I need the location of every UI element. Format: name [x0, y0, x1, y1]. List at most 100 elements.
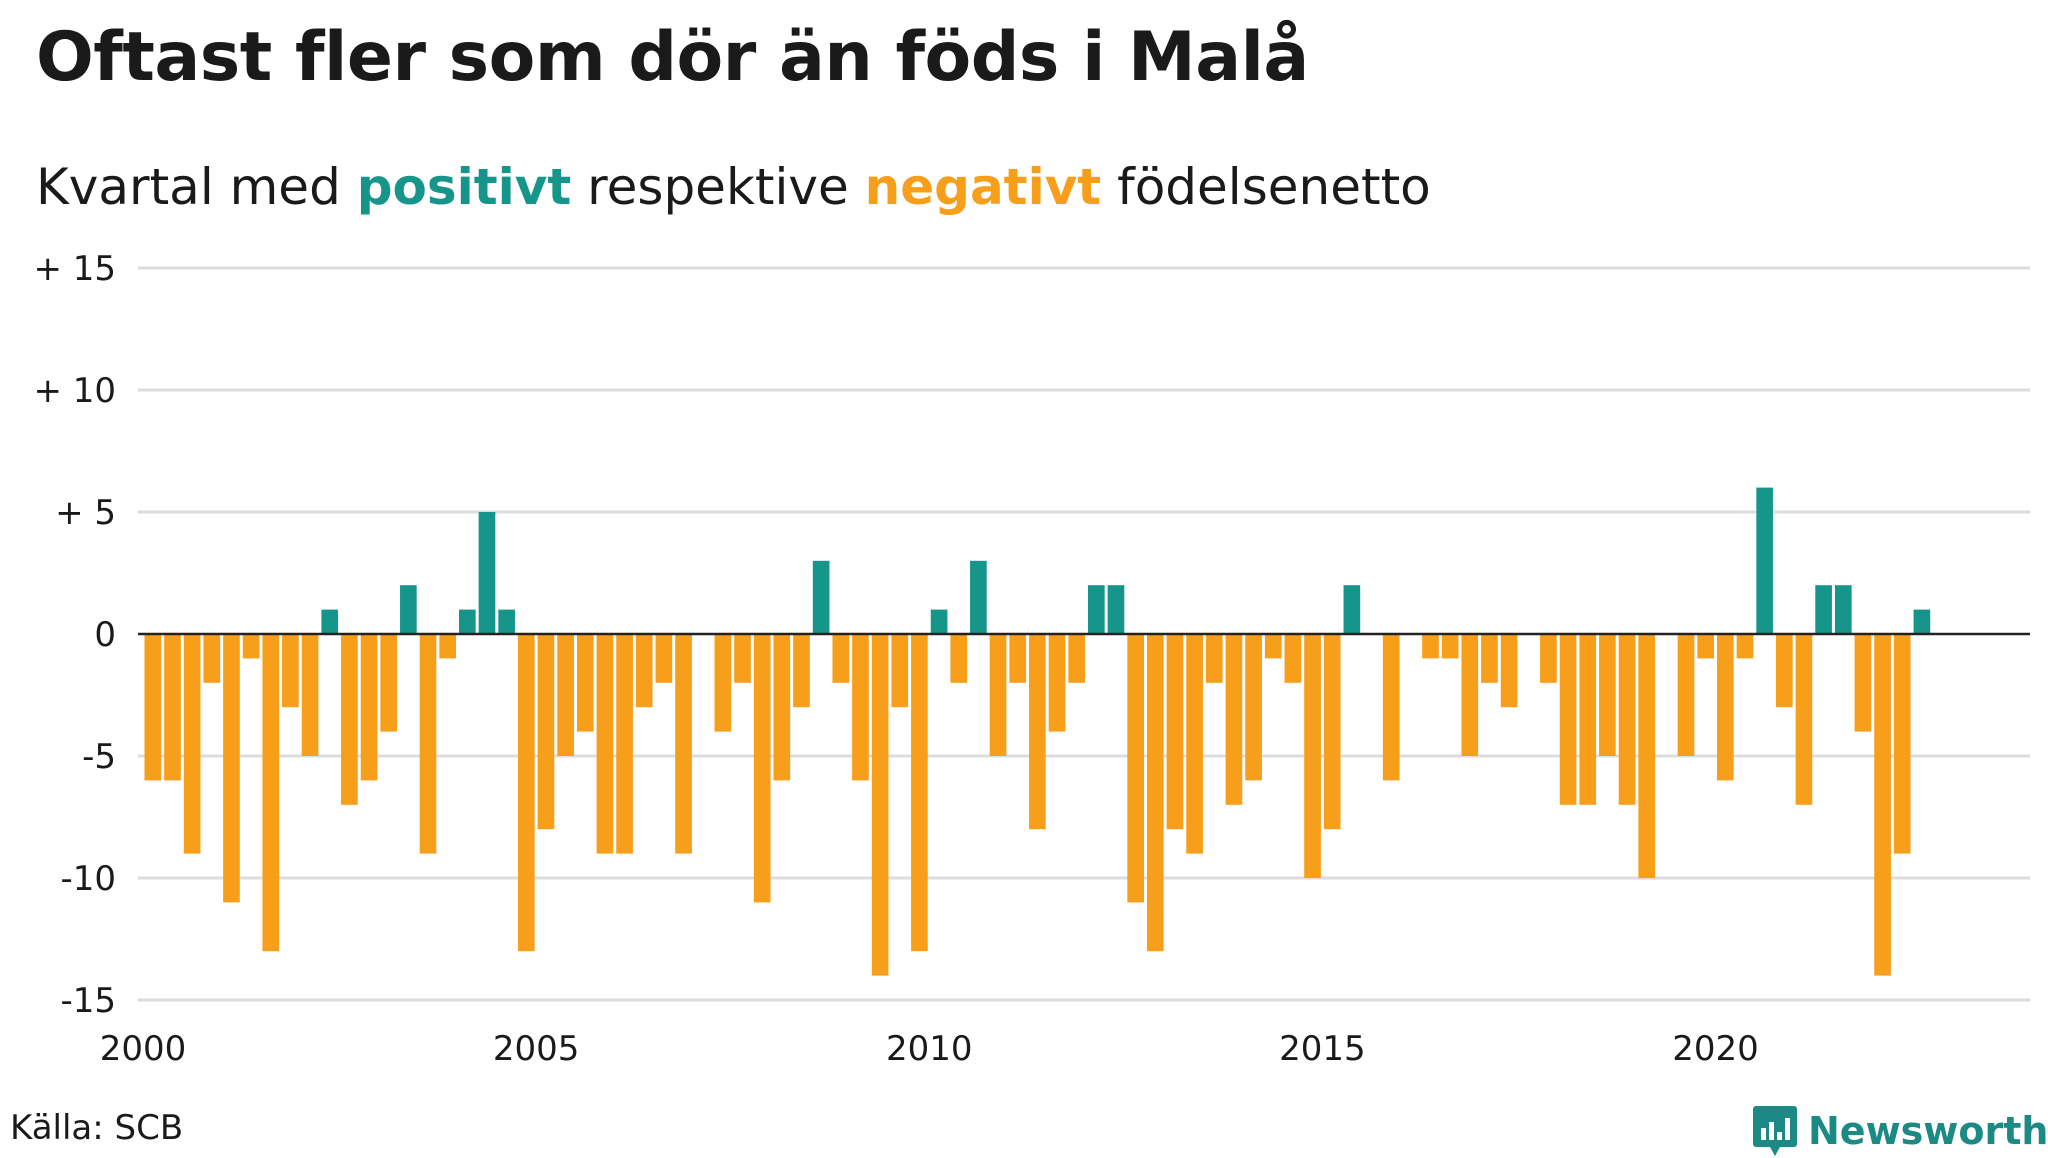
bar — [714, 634, 732, 732]
chart-title: Oftast fler som dör än föds i Malå — [36, 18, 1309, 97]
x-tick-label: 2020 — [1672, 1029, 1759, 1069]
y-tick-label: -15 — [60, 981, 116, 1021]
x-axis-labels: 2000 2005 2010 2015 2020 — [100, 1029, 1759, 1069]
bar — [223, 634, 240, 903]
bar — [1304, 634, 1321, 878]
x-tick-label: 2000 — [100, 1029, 187, 1069]
bar — [1697, 634, 1714, 659]
bar — [1029, 634, 1046, 830]
bar — [498, 609, 515, 634]
bar — [1775, 634, 1793, 708]
bar — [1717, 634, 1734, 781]
bar — [1913, 609, 1931, 634]
bars — [144, 487, 1931, 976]
subtitle-suffix: födelsenetto — [1101, 158, 1431, 216]
bar — [478, 512, 496, 634]
bar — [635, 634, 653, 708]
bar — [242, 634, 260, 659]
bar — [360, 634, 378, 781]
bar — [537, 634, 555, 830]
bar — [459, 609, 476, 634]
bar — [1225, 634, 1243, 805]
bar — [1284, 634, 1302, 683]
bar-chart: + 15 + 10 + 5 0 -5 -10 -15 2000 2005 2010 2015 202… — [33, 249, 2030, 1069]
subtitle-positive: positivt — [356, 158, 572, 216]
bar — [557, 634, 574, 756]
bar — [183, 634, 201, 854]
bar — [1068, 634, 1085, 683]
bar — [911, 634, 928, 952]
bar — [1088, 585, 1105, 634]
bar — [1481, 634, 1498, 683]
bar — [380, 634, 398, 732]
bar — [1599, 634, 1616, 756]
bar — [655, 634, 673, 683]
bar — [1127, 634, 1144, 903]
bar — [1834, 585, 1852, 634]
bar — [1461, 634, 1479, 756]
y-tick-label: + 5 — [55, 493, 116, 533]
bar — [1343, 585, 1361, 634]
bar — [1618, 634, 1636, 805]
y-tick-label: + 10 — [33, 371, 116, 411]
bar — [419, 634, 437, 854]
y-axis-labels: + 15 + 10 + 5 0 -5 -10 -15 — [33, 249, 116, 1021]
bar — [1382, 634, 1400, 781]
bar — [852, 634, 869, 781]
bar — [812, 560, 830, 634]
bar — [1107, 585, 1125, 634]
bar — [950, 634, 968, 683]
bar — [439, 634, 456, 659]
bar — [891, 634, 909, 708]
bar — [793, 634, 810, 708]
bar — [1638, 634, 1656, 878]
subtitle-middle: respektive — [571, 158, 865, 216]
bar — [1146, 634, 1164, 952]
bar — [970, 560, 987, 634]
newsworthy-logo: Newsworthy — [1752, 1104, 2048, 1158]
bar — [1323, 634, 1341, 830]
source-note: Källa: SCB — [10, 1108, 184, 1148]
bar — [1756, 487, 1773, 634]
subtitle-negative: negativt — [864, 158, 1102, 216]
bar — [675, 634, 692, 854]
gridlines — [138, 266, 2030, 1002]
chart-subtitle: Kvartal med positivt respektive negativt… — [36, 158, 1431, 216]
bar — [517, 634, 535, 952]
bar — [596, 634, 614, 854]
bar — [1500, 634, 1518, 708]
bar — [1736, 634, 1754, 659]
bar — [1815, 585, 1832, 634]
bar — [989, 634, 1007, 756]
newsworthy-logo-icon — [1753, 1106, 1797, 1156]
bar — [1422, 634, 1439, 659]
bar — [321, 609, 339, 634]
bar — [930, 609, 948, 634]
y-tick-label: -10 — [60, 859, 116, 899]
bar — [1009, 634, 1027, 683]
bar — [1795, 634, 1813, 805]
bar — [1874, 634, 1891, 976]
bar — [1166, 634, 1184, 830]
bar — [1245, 634, 1262, 781]
y-tick-label: + 15 — [33, 249, 116, 289]
bar — [341, 634, 358, 805]
newsworthy-logo-text: Newsworthy — [1808, 1109, 2048, 1153]
bar — [301, 634, 319, 756]
x-tick-label: 2015 — [1279, 1029, 1366, 1069]
bar — [1677, 634, 1695, 756]
bar — [1559, 634, 1577, 805]
bar — [616, 634, 633, 854]
bar — [753, 634, 771, 903]
bar — [1048, 634, 1066, 732]
x-tick-label: 2010 — [886, 1029, 973, 1069]
bar — [1205, 634, 1223, 683]
bar — [1186, 634, 1203, 854]
bar — [164, 634, 181, 781]
bar — [1579, 634, 1597, 805]
bar — [1893, 634, 1911, 854]
bar — [576, 634, 594, 732]
bar — [262, 634, 280, 952]
bar — [144, 634, 162, 781]
bar — [832, 634, 850, 683]
